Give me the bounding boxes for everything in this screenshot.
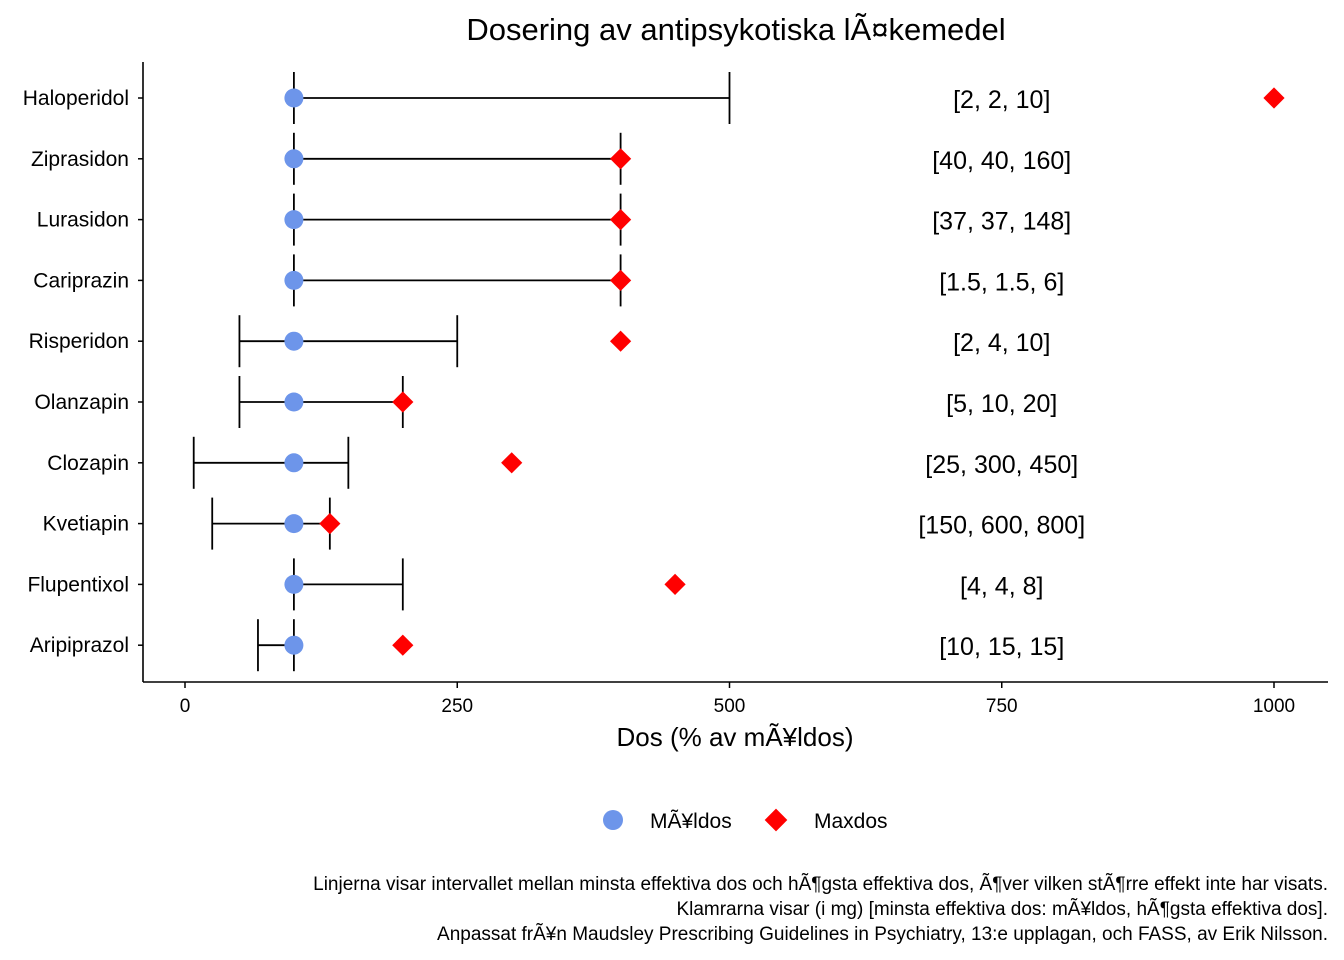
x-tick-label: 1000 <box>1253 696 1295 717</box>
target-dose-point <box>284 210 304 230</box>
dose-bracket-label: [2, 4, 10] <box>953 329 1050 357</box>
legend: MÃ¥ldos Maxdos <box>603 808 888 833</box>
y-tick-label: Risperidon <box>29 330 129 353</box>
max-dose-point <box>609 330 632 352</box>
drug-row: Ziprasidon [40, 40, 160] <box>31 132 1071 185</box>
max-dose-point <box>319 512 341 535</box>
target-dose-point <box>284 514 304 534</box>
dose-bracket-label: [5, 10, 20] <box>946 390 1057 418</box>
y-tick-label: Haloperidol <box>23 87 129 110</box>
dose-bracket-label: [10, 15, 15] <box>939 633 1064 661</box>
dose-bracket-label: [25, 300, 450] <box>925 451 1078 479</box>
y-tick-label: Clozapin <box>47 452 129 475</box>
legend-target-marker <box>603 810 623 830</box>
legend-max-marker <box>764 808 788 832</box>
target-dose-point <box>284 635 304 655</box>
dose-bracket-label: [37, 37, 148] <box>932 208 1071 236</box>
plot-area: Haloperidol [2, 2, 10] Ziprasidon [40, 40, … <box>23 72 1285 672</box>
target-dose-point <box>284 88 304 108</box>
x-tick-label: 250 <box>441 696 473 717</box>
drug-row: Aripiprazol [10, 15, 15] <box>30 619 1064 672</box>
drug-row: Clozapin [25, 300, 450] <box>47 436 1078 489</box>
y-tick-label: Ziprasidon <box>31 148 129 171</box>
drug-row: Kvetiapin [150, 600, 800] <box>43 497 1085 550</box>
caption-line-1: Linjerna visar intervallet mellan minsta… <box>313 873 1328 895</box>
y-tick-label: Kvetiapin <box>43 513 129 536</box>
target-dose-point <box>284 574 304 594</box>
y-tick-label: Lurasidon <box>37 209 129 232</box>
x-axis-ticks: 0 250 500 750 1000 <box>180 682 1295 717</box>
target-dose-point <box>284 453 304 473</box>
target-dose-point <box>284 149 304 169</box>
caption-line-3: Anpassat frÃ¥n Maudsley Prescribing Guid… <box>437 923 1328 945</box>
max-dose-point <box>609 208 632 231</box>
drug-row: Cariprazin [1.5, 1.5, 6] <box>33 254 1064 307</box>
max-dose-point <box>609 269 632 292</box>
drug-row: Haloperidol [2, 2, 10] <box>23 72 1285 124</box>
x-tick-label: 0 <box>180 696 191 717</box>
x-axis-title: Dos (% av mÃ¥ldos) <box>617 722 854 752</box>
target-dose-point <box>284 392 304 412</box>
max-dose-point <box>501 452 523 474</box>
y-tick-label: Cariprazin <box>33 269 129 292</box>
dose-bracket-label: [4, 4, 8] <box>960 572 1043 600</box>
x-tick-label: 750 <box>986 696 1018 717</box>
drug-row: Risperidon [2, 4, 10] <box>29 315 1050 368</box>
dose-bracket-label: [2, 2, 10] <box>953 86 1050 114</box>
max-dose-point <box>664 573 686 596</box>
y-tick-label: Aripiprazol <box>30 634 129 657</box>
target-dose-point <box>284 270 304 290</box>
drug-row: Olanzapin [5, 10, 20] <box>34 376 1057 428</box>
max-dose-point <box>1263 87 1285 109</box>
max-dose-point <box>392 391 414 413</box>
drug-row: Lurasidon [37, 37, 148] <box>37 193 1071 246</box>
legend-max-label: Maxdos <box>814 810 888 833</box>
legend-target-label: MÃ¥ldos <box>650 809 732 833</box>
dose-bracket-label: [150, 600, 800] <box>918 512 1085 540</box>
y-tick-label: Olanzapin <box>34 391 129 414</box>
max-dose-point <box>609 148 632 170</box>
drug-row: Flupentixol [4, 4, 8] <box>27 558 1043 611</box>
target-dose-point <box>284 331 304 351</box>
y-tick-label: Flupentixol <box>27 573 129 596</box>
chart-title: Dosering av antipsykotiska lÃ¤kemedel <box>466 12 1005 47</box>
max-dose-point <box>392 634 414 656</box>
dose-bracket-label: [40, 40, 160] <box>932 147 1071 175</box>
x-tick-label: 500 <box>714 696 746 717</box>
caption-line-2: Klamrarna visar (i mg) [minsta effektiva… <box>676 898 1328 920</box>
dose-bracket-label: [1.5, 1.5, 6] <box>939 268 1064 296</box>
